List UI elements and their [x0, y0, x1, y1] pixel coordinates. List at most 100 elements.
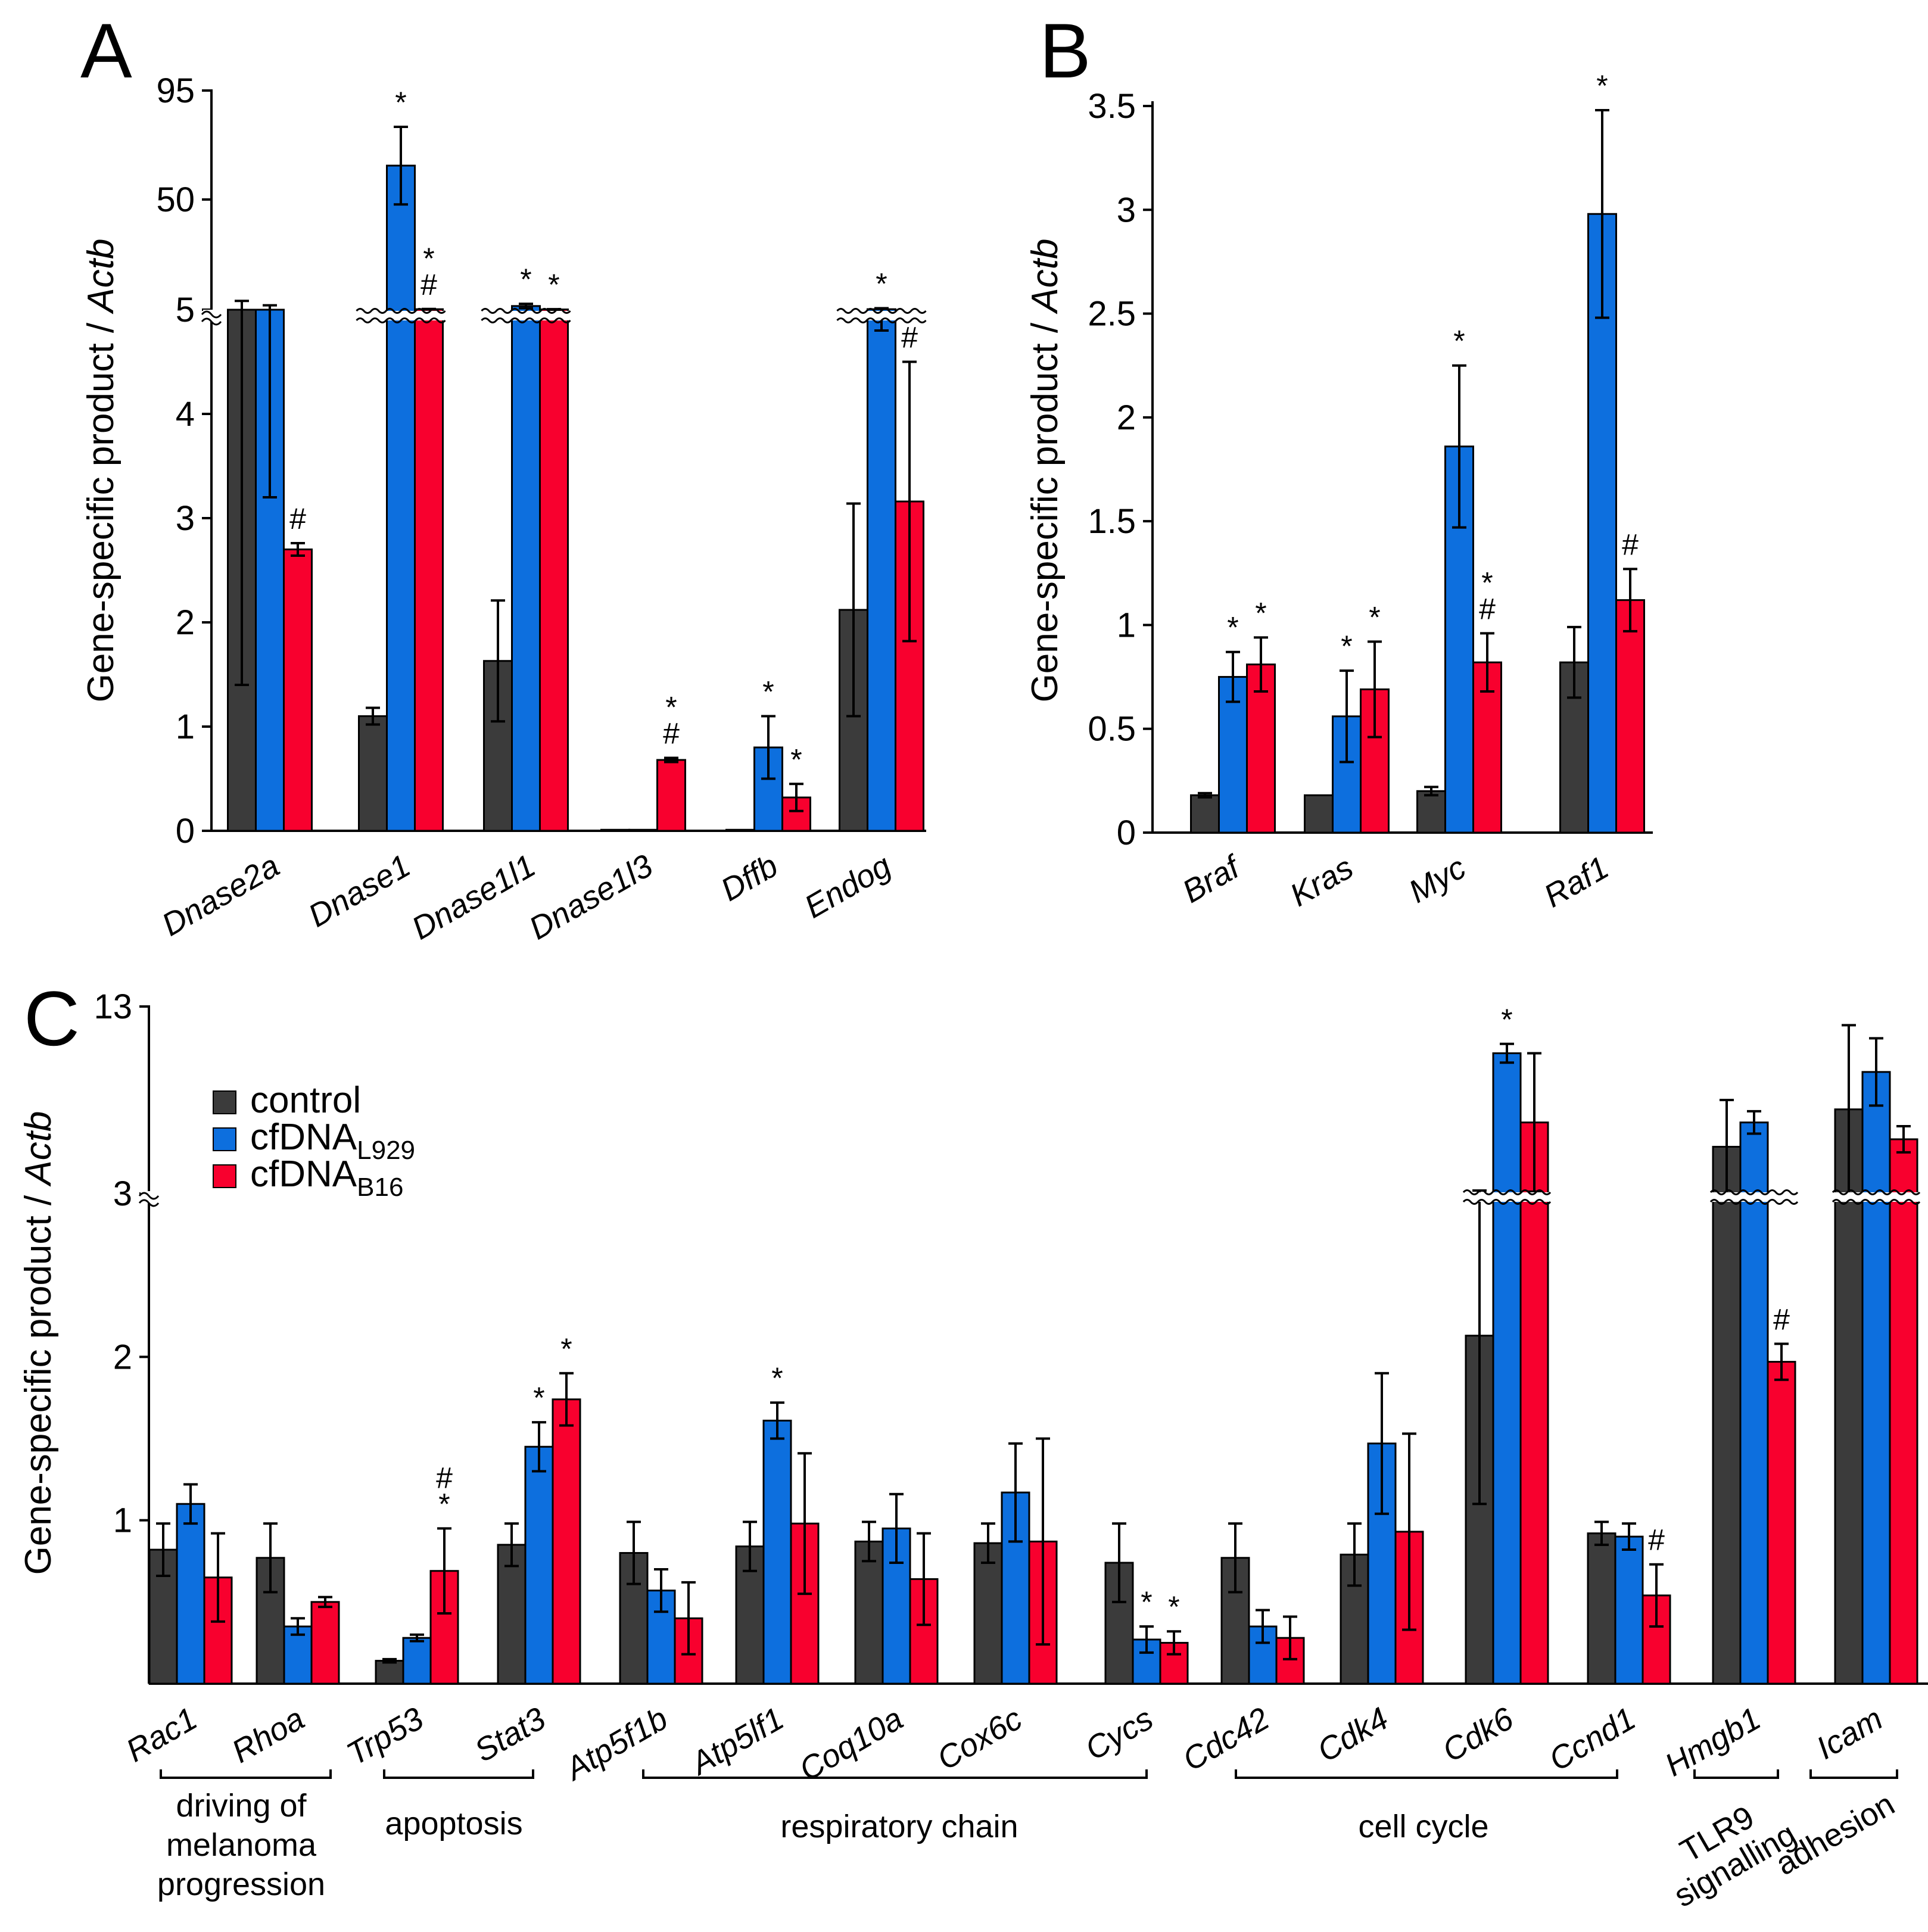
y-tick-label: 2.5 [1088, 295, 1136, 334]
group-label: driving of melanoma progression [157, 1788, 325, 1902]
group-bracket [1235, 1769, 1618, 1779]
significance-star: * [560, 1332, 572, 1366]
axis-break-symbol [138, 1192, 160, 1200]
y-tick-label: 2 [113, 1338, 132, 1376]
bar-cfDNA_B16 [414, 308, 444, 832]
category-label: Dnase1l1 [406, 847, 541, 946]
axis-break-line [356, 317, 446, 323]
y-tick-label: 13 [94, 987, 132, 1026]
category-label: Cdc42 [1177, 1700, 1275, 1778]
legend-label-text: cfDNA [250, 1154, 357, 1195]
legend-swatch [213, 1127, 236, 1151]
axis-break-line [1709, 1199, 1799, 1205]
y-axis-label-text: Gene-specific product / [1024, 313, 1066, 703]
bar-cfDNA_B16 [283, 549, 313, 832]
bar-control [1220, 1557, 1250, 1685]
bar-cfDNA_L929 [867, 308, 896, 832]
significance-star: * [1481, 566, 1493, 599]
bar-control [725, 828, 755, 832]
significance-hash: # [1479, 592, 1496, 625]
y-tick-label: 50 [156, 180, 195, 219]
significance-hash: # [289, 502, 306, 535]
axis-break-symbol [138, 1199, 160, 1207]
axis-break-gap [1463, 1192, 1550, 1202]
significance-star: * [395, 86, 406, 119]
bar-cfDNA_L929 [1614, 1535, 1644, 1685]
significance-star: * [1255, 596, 1266, 630]
significance-star: * [548, 268, 559, 301]
y-tick-label: 5 [176, 291, 195, 329]
category-label: Raf1 [1538, 849, 1615, 914]
y-axis-label: Gene-specific product / Actb [18, 1111, 59, 1575]
category-label: Cycs [1079, 1700, 1159, 1767]
axis-break-line [1832, 1199, 1921, 1205]
legend-swatch [213, 1164, 236, 1188]
bar-control [1712, 1146, 1742, 1685]
axis-break-line [836, 308, 927, 314]
y-tick-label: 2 [1117, 398, 1136, 437]
axis-break-line [836, 317, 927, 323]
axis-break-symbol [201, 310, 222, 319]
category-label: Myc [1403, 849, 1472, 909]
bar-control [973, 1542, 1003, 1685]
bar-cfDNA_B16 [656, 759, 686, 832]
significance-star: * [762, 675, 774, 709]
y-tick-label: 4 [176, 395, 195, 434]
group-label-line: progression [157, 1866, 325, 1902]
y-tick-label: 1 [113, 1501, 132, 1540]
category-label: Dnase2a [156, 847, 285, 943]
bar-control [600, 828, 630, 832]
bar-cfDNA_L929 [402, 1637, 432, 1685]
category-label: Braf [1176, 848, 1248, 910]
bar-cfDNA_B16 [310, 1601, 340, 1685]
group-bracket [642, 1769, 1148, 1779]
y-axis-label-text: Gene-specific product / [18, 1185, 59, 1575]
bar-control [854, 1540, 884, 1685]
significance-star: * [1227, 611, 1238, 644]
category-label: Cox6c [931, 1700, 1028, 1777]
category-label: Rac1 [120, 1700, 203, 1769]
group-label: apoptosis [385, 1806, 522, 1841]
category-label: Cdk4 [1312, 1700, 1394, 1769]
bar-cfDNA_B16 [1767, 1361, 1796, 1685]
bar-cfDNA_L929 [524, 1445, 554, 1685]
group-bracket [160, 1769, 332, 1779]
significance-star: * [533, 1381, 544, 1414]
y-tick-label: 95 [156, 71, 195, 110]
category-label: Atp5f1b [558, 1700, 674, 1788]
bar-cfDNA_L929 [1492, 1052, 1522, 1685]
significance-hash: # [1648, 1523, 1665, 1557]
y-tick-label: 3.5 [1088, 87, 1136, 126]
legend-label-text: control [250, 1080, 361, 1121]
category-label: Dnase1l3 [523, 847, 659, 946]
bar-control [358, 715, 388, 832]
panel-label: C [24, 975, 80, 1062]
bar-cfDNA_B16 [552, 1398, 581, 1685]
y-tick-label: 0.5 [1088, 710, 1136, 749]
legend-label-text: cfDNA [250, 1117, 357, 1158]
legend-label-subscript: L929 [357, 1136, 415, 1165]
axis-break-gap [481, 311, 571, 320]
bar-control [375, 1660, 404, 1685]
category-label: Atp5lf1 [684, 1700, 790, 1783]
group-label: cell cycle [1358, 1809, 1488, 1844]
group-label-line: melanoma [166, 1827, 317, 1863]
significance-star: * [1141, 1585, 1152, 1619]
axis-break-line [356, 308, 446, 314]
category-label: Coq10a [793, 1700, 909, 1788]
panel-label: A [80, 7, 132, 94]
significance-star: * [876, 267, 887, 301]
group-label-line: driving of [176, 1788, 307, 1824]
y-tick-label: 3 [113, 1174, 132, 1213]
axis-break-gap [1711, 1192, 1798, 1202]
significance-star: * [1501, 1003, 1512, 1036]
significance-star: * [520, 263, 531, 296]
bar-cfDNA_L929 [762, 1419, 792, 1685]
group-bracket [1693, 1769, 1779, 1779]
significance-star: * [438, 1487, 450, 1520]
group-bracket [383, 1769, 534, 1779]
group-label-line: respiratory chain [780, 1809, 1018, 1844]
y-axis-label: Gene-specific product / Actb [80, 239, 122, 703]
